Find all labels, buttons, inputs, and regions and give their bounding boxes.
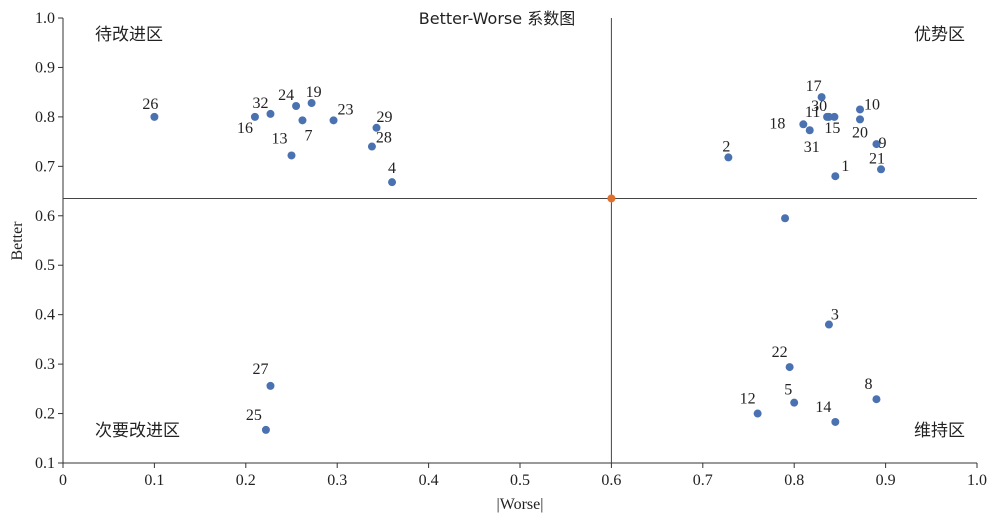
data-point [753,409,762,418]
x-tick-label: 0.4 [419,472,439,489]
data-point [831,417,840,426]
quadrant-bottom-right: 维持区 [914,421,965,441]
y-tick-label: 0.8 [35,109,55,126]
data-point [831,172,840,181]
data-point-label: 21 [869,150,885,167]
data-point-label: 18 [769,115,785,132]
data-point-label: 28 [376,130,392,147]
data-point [856,105,865,114]
data-point-label: 5 [784,382,792,399]
x-tick-label: 0.5 [510,472,530,489]
data-point-label: 17 [806,78,822,95]
data-point [292,102,301,111]
data-point-label: 15 [824,120,840,137]
y-tick-label: 0.6 [35,208,55,225]
chart-title: Better-Worse 系数图 [419,9,575,28]
y-tick-label: 0.4 [35,307,55,324]
data-point-label: 31 [804,139,820,156]
data-point [150,112,159,121]
x-tick-label: 0.8 [784,472,804,489]
data-point [266,381,275,390]
data-point [287,151,296,160]
data-point-label: 25 [246,407,262,424]
data-point [872,395,881,404]
data-point [266,109,275,118]
data-point-label: 27 [252,361,268,378]
data-point [724,153,733,162]
data-point [830,112,839,121]
data-point [388,178,397,187]
y-tick-label: 1.0 [35,10,55,27]
data-point-label: 32 [252,95,268,112]
data-point-label: 22 [772,344,788,361]
data-point [307,99,316,108]
x-axis-title: |Worse| [497,496,544,513]
y-tick-label: 0.7 [35,158,55,175]
quadrant-top-left: 待改进区 [95,25,163,45]
reference-lines [63,18,977,463]
quadrant-top-right: 优势区 [914,25,965,45]
x-tick-label: 0.2 [236,472,256,489]
center-point [607,194,616,203]
x-tick-label: 1.0 [967,472,987,489]
data-point-label: 20 [852,124,868,141]
y-tick-label: 0.5 [35,257,55,274]
data-point-label: 26 [142,96,158,113]
quadrant-bottom-left: 次要改进区 [95,421,180,441]
data-point [877,165,886,174]
data-point-label: 7 [304,127,312,144]
data-point-label: 16 [237,120,253,137]
data-point [824,320,833,329]
data-point-label: 10 [864,96,880,113]
data-point-label: 2 [722,138,730,155]
x-tick-label: 0.1 [144,472,164,489]
data-point-label: 11 [805,104,820,121]
data-point-label: 9 [878,135,886,152]
data-point [261,425,270,434]
data-point-label: 8 [864,376,872,393]
data-point-label: 19 [306,84,322,101]
data-point-label: 4 [388,160,396,177]
data-point-label: 23 [338,101,354,118]
data-point [872,140,881,149]
y-tick-label: 0.1 [35,455,55,472]
data-point-label: 13 [272,130,288,147]
y-tick-label: 0.9 [35,59,55,76]
data-point [298,116,307,125]
data-point [372,123,381,132]
data-point-label: 24 [278,87,294,104]
y-tick-label: 0.2 [35,406,55,423]
data-point [781,214,790,223]
x-tick-label: 0.6 [601,472,621,489]
data-point [805,126,814,135]
x-tick-label: 0 [59,472,67,489]
axes: 0 0.1 0.2 0.3 0.4 0.5 0.6 0.7 0.8 0.9 1.00.10.20.3… [35,10,987,489]
data-points: 1234578910111213141516171819202122232425… [142,78,886,434]
y-tick-label: 0.3 [35,356,55,373]
x-tick-label: 0.9 [876,472,896,489]
data-point-label: 29 [377,109,393,126]
x-tick-label: 0.3 [327,472,347,489]
data-point [790,398,799,407]
data-point [250,112,259,121]
data-point [367,142,376,151]
data-point [823,112,832,121]
x-tick-label: 0.7 [693,472,713,489]
data-point [856,115,865,124]
data-point-label: 14 [815,399,831,416]
data-point-label: 1 [841,158,849,175]
data-point-label: 12 [740,391,756,408]
data-point [799,120,808,129]
data-point [785,363,794,372]
data-point-label: 30 [811,98,827,115]
quadrant-labels: 待改进区 优势区 次要改进区 维持区 [95,25,965,441]
data-point [817,93,826,102]
y-axis-title: Better [9,221,26,261]
data-point [329,116,338,125]
data-point-label: 3 [831,307,839,324]
